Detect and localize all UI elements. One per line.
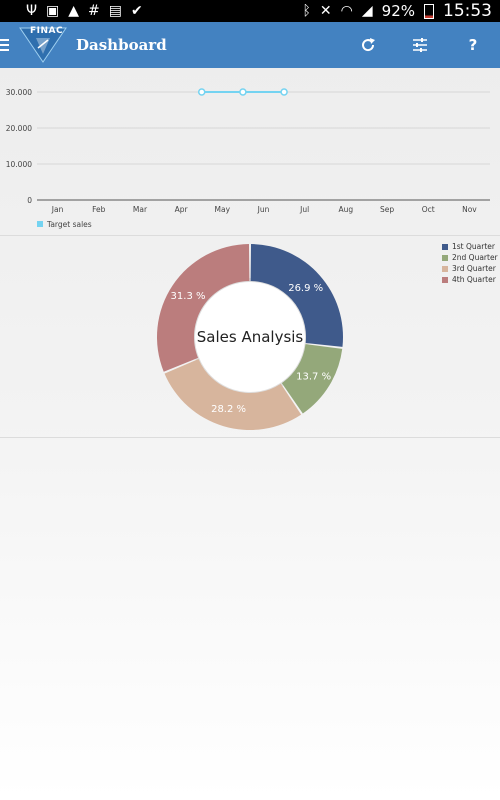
slice-value-label: 31.3 %	[171, 291, 206, 302]
donut-slice	[164, 359, 302, 430]
data-point	[239, 88, 247, 96]
refresh-button[interactable]	[357, 34, 379, 56]
donut-slice	[250, 244, 343, 347]
document-icon: ▤	[108, 3, 123, 19]
image-icon: ▣	[46, 3, 60, 19]
legend-swatch	[37, 221, 43, 227]
hash-icon: #	[88, 3, 100, 19]
legend-swatch	[442, 265, 448, 272]
slice-value-label: 13.7 %	[296, 371, 331, 382]
y-tick-label: 30.000	[6, 88, 32, 97]
sliders-icon	[413, 38, 427, 52]
usb-icon: Ψ	[26, 3, 38, 19]
legend-label: 1st Quarter	[452, 242, 495, 251]
clock: 15:53	[443, 1, 492, 21]
status-bar-notifications: Ψ ▣ ▲ # ▤ ✔	[26, 4, 143, 18]
legend-swatch	[442, 243, 448, 250]
y-tick-label: 10.000	[6, 160, 32, 169]
donut-legend: 1st Quarter 2nd Quarter 3rd Quarter 4th …	[442, 241, 498, 285]
legend-swatch	[442, 254, 448, 261]
chart-divider	[0, 235, 500, 236]
battery-percent: 92%	[381, 2, 415, 20]
x-tick-label: Feb	[92, 205, 106, 214]
sales-analysis-donut-chart: 26.9 % 13.7 % 28.2 % 31.3 %	[157, 244, 343, 430]
donut-center-title: Sales Analysis	[196, 328, 304, 346]
x-tick-label: Mar	[133, 205, 148, 214]
signal-icon: ◢	[361, 3, 373, 19]
warning-icon: ▲	[68, 3, 80, 19]
x-tick-label: Apr	[175, 205, 189, 214]
legend-swatch	[442, 276, 448, 283]
donut-hole	[195, 282, 305, 392]
mute-icon: ✕	[319, 3, 332, 19]
legend-label: 2nd Quarter	[452, 253, 498, 262]
wifi-icon: ◠	[340, 3, 353, 19]
x-tick-label: Jul	[299, 205, 309, 214]
donut-slice	[281, 344, 343, 414]
y-tick-label: 20.000	[6, 124, 32, 133]
legend-item: 4th Quarter	[442, 274, 498, 285]
logo-text: FINAC	[30, 26, 64, 36]
slice-value-label: 26.9 %	[288, 283, 323, 294]
help-button[interactable]: ?	[468, 36, 478, 54]
refresh-icon	[362, 38, 375, 52]
legend-label: 3rd Quarter	[452, 264, 496, 273]
finac-logo: FINAC	[18, 24, 68, 66]
status-bar: Ψ ▣ ▲ # ▤ ✔ ᛒ ✕ ◠ ◢ 92% 15:53	[0, 0, 500, 22]
menu-icon[interactable]	[0, 39, 14, 51]
status-bar-system: ᛒ ✕ ◠ ◢ 92% 15:53	[303, 1, 492, 21]
y-tick-label: 0	[27, 196, 32, 205]
legend-label: Target sales	[46, 220, 92, 229]
slice-value-label: 28.2 %	[211, 404, 246, 415]
legend-item: 1st Quarter	[442, 241, 498, 252]
section-divider	[0, 437, 500, 438]
x-tick-label: Aug	[339, 205, 354, 214]
legend-label: 4th Quarter	[452, 275, 496, 284]
target-sales-line-chart: 0 10.000 20.000 30.000 Jan Feb Mar Apr May Jun Jul…	[6, 88, 490, 229]
legend-item: 3rd Quarter	[442, 263, 498, 274]
battery-icon	[424, 3, 434, 19]
app-bar: FINAC Dashboard ?	[0, 22, 500, 68]
page-title: Dashboard	[76, 36, 167, 54]
x-tick-label: Sep	[380, 205, 394, 214]
x-tick-label: Jan	[51, 205, 64, 214]
x-tick-label: Oct	[422, 205, 435, 214]
settings-sliders-button[interactable]	[409, 34, 431, 56]
x-tick-label: May	[215, 205, 231, 214]
download-check-icon: ✔	[131, 3, 143, 19]
legend-item: 2nd Quarter	[442, 252, 498, 263]
x-tick-label: Nov	[462, 205, 477, 214]
x-tick-label: Jun	[257, 205, 270, 214]
data-point	[197, 88, 206, 96]
donut-slice	[157, 244, 250, 372]
bluetooth-icon: ᛒ	[302, 3, 311, 19]
data-point	[280, 88, 288, 96]
